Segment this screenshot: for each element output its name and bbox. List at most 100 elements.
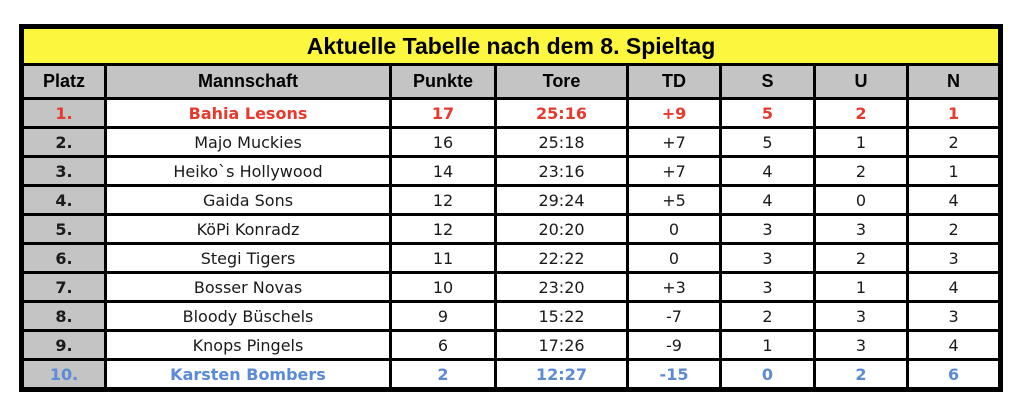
column-header-s: S: [719, 63, 816, 100]
cell-tore: 20:20: [494, 213, 629, 245]
cell-platz: 1.: [20, 97, 107, 129]
cell-n: 4: [905, 329, 1003, 361]
cell-n: 1: [905, 155, 1003, 187]
cell-punkte: 14: [389, 155, 497, 187]
cell-u: 2: [813, 97, 909, 129]
table-title: Aktuelle Tabelle nach dem 8. Spieltag: [19, 25, 1003, 66]
cell-s: 2: [719, 300, 816, 332]
column-header-u: U: [813, 63, 909, 100]
cell-tore: 23:16: [494, 155, 629, 187]
table-row: 7. Bosser Novas 10 23:20 +3 3 1 4: [20, 271, 1003, 303]
header-row: Platz Mannschaft Punkte Tore TD S U N: [20, 63, 1003, 100]
table-row: 3. Heiko`s Hollywood 14 23:16 +7 4 2 1: [20, 155, 1003, 187]
cell-u: 2: [813, 358, 909, 391]
cell-mannschaft: Bahia Lesons: [104, 97, 392, 129]
cell-u: 2: [813, 155, 909, 187]
cell-s: 4: [719, 155, 816, 187]
cell-u: 2: [813, 242, 909, 274]
cell-platz: 3.: [20, 155, 107, 187]
table-row: 10. Karsten Bombers 2 12:27 -15 0 2 6: [20, 358, 1003, 391]
cell-td: 0: [626, 213, 722, 245]
cell-td: +3: [626, 271, 722, 303]
cell-platz: 6.: [20, 242, 107, 274]
cell-platz: 10.: [20, 358, 107, 391]
cell-platz: 5.: [20, 213, 107, 245]
cell-platz: 8.: [20, 300, 107, 332]
cell-punkte: 9: [389, 300, 497, 332]
cell-tore: 23:20: [494, 271, 629, 303]
cell-platz: 4.: [20, 184, 107, 216]
cell-td: -7: [626, 300, 722, 332]
cell-punkte: 2: [389, 358, 497, 391]
cell-n: 2: [905, 213, 1003, 245]
cell-punkte: 12: [389, 213, 497, 245]
cell-mannschaft: Knops Pingels: [104, 329, 392, 361]
column-header-tore: Tore: [494, 63, 629, 100]
cell-td: +5: [626, 184, 722, 216]
table-row: 4. Gaida Sons 12 29:24 +5 4 0 4: [20, 184, 1003, 216]
league-table: Aktuelle Tabelle nach dem 8. Spieltag Pl…: [19, 24, 1004, 392]
cell-platz: 2.: [20, 126, 107, 158]
cell-u: 3: [813, 213, 909, 245]
cell-n: 4: [905, 271, 1003, 303]
cell-mannschaft: Majo Muckies: [104, 126, 392, 158]
cell-s: 5: [719, 97, 816, 129]
cell-s: 3: [719, 271, 816, 303]
table-body: 1. Bahia Lesons 17 25:16 +9 5 2 1 2. Majo Muckies…: [20, 97, 1003, 391]
cell-platz: 7.: [20, 271, 107, 303]
cell-u: 0: [813, 184, 909, 216]
table-row: 9. Knops Pingels 6 17:26 -9 1 3 4: [20, 329, 1003, 361]
cell-n: 4: [905, 184, 1003, 216]
cell-s: 1: [719, 329, 816, 361]
cell-s: 0: [719, 358, 816, 391]
column-header-mannschaft: Mannschaft: [104, 63, 392, 100]
cell-u: 3: [813, 329, 909, 361]
cell-n: 2: [905, 126, 1003, 158]
cell-platz: 9.: [20, 329, 107, 361]
cell-punkte: 6: [389, 329, 497, 361]
cell-td: +9: [626, 97, 722, 129]
cell-tore: 17:26: [494, 329, 629, 361]
cell-tore: 22:22: [494, 242, 629, 274]
cell-mannschaft: Stegi Tigers: [104, 242, 392, 274]
cell-td: 0: [626, 242, 722, 274]
cell-mannschaft: Gaida Sons: [104, 184, 392, 216]
cell-mannschaft: Karsten Bombers: [104, 358, 392, 391]
column-header-n: N: [905, 63, 1003, 100]
cell-tore: 29:24: [494, 184, 629, 216]
column-header-platz: Platz: [20, 63, 107, 100]
table-row: 6. Stegi Tigers 11 22:22 0 3 2 3: [20, 242, 1003, 274]
cell-punkte: 12: [389, 184, 497, 216]
column-header-td: TD: [626, 63, 722, 100]
cell-n: 3: [905, 242, 1003, 274]
table-row: 5. KöPi Konradz 12 20:20 0 3 3 2: [20, 213, 1003, 245]
table-row: 2. Majo Muckies 16 25:18 +7 5 1 2: [20, 126, 1003, 158]
cell-tore: 15:22: [494, 300, 629, 332]
cell-s: 3: [719, 213, 816, 245]
cell-tore: 12:27: [494, 358, 629, 391]
cell-mannschaft: Bosser Novas: [104, 271, 392, 303]
cell-n: 1: [905, 97, 1003, 129]
cell-punkte: 11: [389, 242, 497, 274]
cell-punkte: 10: [389, 271, 497, 303]
cell-tore: 25:18: [494, 126, 629, 158]
cell-u: 1: [813, 271, 909, 303]
cell-u: 1: [813, 126, 909, 158]
cell-n: 3: [905, 300, 1003, 332]
cell-u: 3: [813, 300, 909, 332]
title-row: Aktuelle Tabelle nach dem 8. Spieltag: [19, 25, 1003, 66]
table-row: 8. Bloody Büschels 9 15:22 -7 2 3 3: [20, 300, 1003, 332]
column-header-punkte: Punkte: [389, 63, 497, 100]
cell-punkte: 17: [389, 97, 497, 129]
cell-tore: 25:16: [494, 97, 629, 129]
cell-td: -9: [626, 329, 722, 361]
cell-mannschaft: KöPi Konradz: [104, 213, 392, 245]
cell-td: -15: [626, 358, 722, 391]
cell-mannschaft: Heiko`s Hollywood: [104, 155, 392, 187]
cell-td: +7: [626, 155, 722, 187]
table-row: 1. Bahia Lesons 17 25:16 +9 5 2 1: [20, 97, 1003, 129]
cell-s: 4: [719, 184, 816, 216]
cell-n: 6: [905, 358, 1003, 391]
cell-td: +7: [626, 126, 722, 158]
